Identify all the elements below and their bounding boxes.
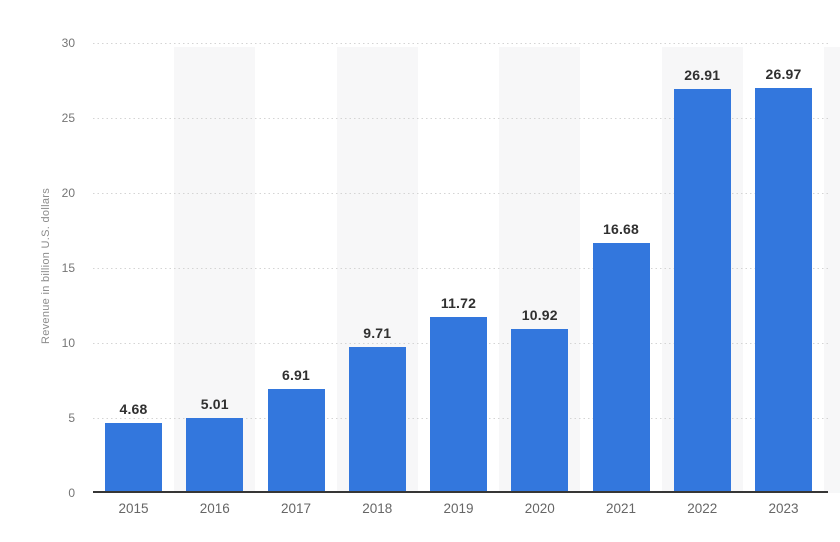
bar-value-label: 9.71 — [363, 325, 392, 342]
bar-value-label: 16.68 — [602, 220, 640, 237]
bar-2020[interactable] — [511, 329, 569, 493]
x-tick-label-2021: 2021 — [605, 501, 637, 516]
x-tick-label-2015: 2015 — [118, 501, 149, 516]
gridline — [93, 268, 828, 269]
y-tick-label: 20 — [61, 186, 75, 200]
bar-2015[interactable] — [105, 422, 162, 493]
x-tick-label-2022: 2022 — [687, 501, 718, 516]
x-tick-label-2023: 2023 — [768, 501, 799, 516]
bar-value-label: 26.91 — [684, 67, 721, 84]
bar-2018[interactable] — [348, 347, 406, 493]
bar-2019[interactable] — [430, 317, 487, 493]
x-tick-label-2020: 2020 — [524, 501, 555, 516]
bar-value-label: 11.72 — [440, 295, 477, 312]
bar-value-label: 10.92 — [521, 307, 558, 324]
bar-2023[interactable] — [755, 88, 812, 493]
y-tick-label: 10 — [61, 336, 75, 350]
x-axis-baseline — [93, 491, 828, 493]
bar-2022[interactable] — [673, 89, 731, 493]
bar-2017[interactable] — [267, 389, 325, 493]
x-tick-label-2017: 2017 — [280, 501, 312, 516]
plot-area: 4.68 5.01 6.91 9.71 11.72 10.92 16.68 26.91 26.9… — [93, 43, 840, 493]
bar-2021[interactable] — [592, 242, 650, 493]
y-tick-label: 0 — [68, 486, 75, 500]
bar-value-label: 5.01 — [200, 395, 229, 412]
y-tick-label: 5 — [68, 411, 75, 425]
y-tick-label: 25 — [61, 111, 75, 125]
gridline — [93, 118, 828, 119]
x-tick-label-2019: 2019 — [443, 501, 474, 516]
bar-value-label: 26.97 — [765, 66, 802, 83]
y-tick-label: 30 — [61, 36, 75, 50]
bar-value-label: 6.91 — [281, 367, 311, 384]
x-tick-label-2016: 2016 — [199, 501, 230, 516]
x-tick-label-2018: 2018 — [362, 501, 393, 516]
background-stripe — [824, 47, 840, 493]
gridline — [93, 43, 828, 44]
bar-2016[interactable] — [186, 417, 244, 493]
gridline — [93, 193, 828, 194]
bar-value-label: 4.68 — [119, 400, 148, 417]
y-tick-label: 15 — [61, 261, 75, 275]
